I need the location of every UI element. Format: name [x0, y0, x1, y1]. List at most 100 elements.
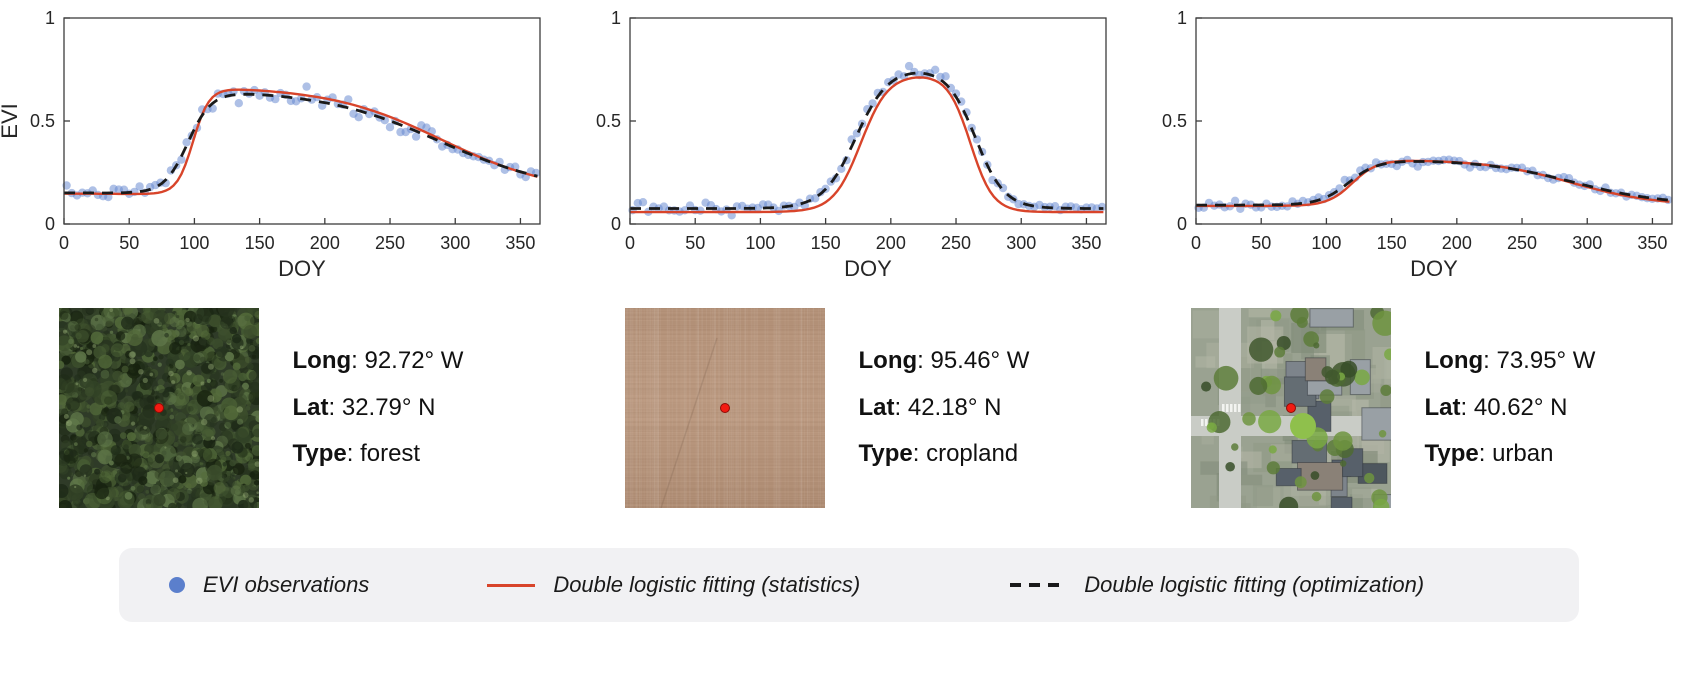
latitude-label: Lat	[858, 393, 895, 421]
svg-text:0: 0	[1177, 214, 1187, 234]
type-value: urban	[1492, 440, 1554, 468]
site-info-forest: Long: 92.72° W Lat: 32.79° N Type: fores…	[293, 338, 508, 478]
label-separator: :	[346, 440, 361, 468]
site-forest: Long: 92.72° W Lat: 32.79° N Type: fores…	[0, 308, 566, 508]
type-label: Type	[858, 440, 913, 468]
longitude-value: 95.46° W	[930, 346, 1030, 374]
site-urban: Long: 73.95° W Lat: 40.62° N Type: urban	[1132, 308, 1698, 508]
svg-text:250: 250	[375, 233, 405, 253]
fit-optimization-line	[64, 92, 538, 195]
latitude-value: 42.18° N	[907, 393, 1002, 421]
svg-text:0: 0	[611, 214, 621, 234]
latitude-label: Lat	[1424, 393, 1461, 421]
cropland-aerial-image	[624, 308, 825, 508]
svg-text:1: 1	[1177, 8, 1187, 28]
latitude-line: Lat: 40.62° N	[1425, 385, 1640, 432]
label-separator: :	[894, 393, 908, 421]
svg-text:100: 100	[1311, 233, 1341, 253]
fit-statistics-line	[63, 88, 538, 196]
fit-statistics-line	[630, 76, 1104, 214]
legend-label-optimization-fit: Double logistic fitting (optimization)	[1084, 572, 1425, 597]
type-label: Type	[1424, 440, 1479, 468]
label-separator: :	[1460, 393, 1474, 421]
svg-text:350: 350	[1071, 233, 1101, 253]
legend-item-statistics-fit: Double logistic fitting (statistics)	[487, 572, 860, 598]
x-axis-label: DOY	[1410, 256, 1458, 281]
svg-text:200: 200	[310, 233, 340, 253]
latitude-value: 40.62° N	[1473, 393, 1568, 421]
longitude-line: Long: 92.72° W	[293, 338, 508, 385]
sites-row: Long: 92.72° W Lat: 32.79° N Type: fores…	[0, 308, 1698, 508]
legend-item-observations: EVI observations	[169, 572, 369, 598]
legend-item-optimization-fit: Double logistic fitting (optimization)	[1010, 572, 1424, 598]
svg-text:300: 300	[1572, 233, 1602, 253]
evi-chart-svg: 0 50 100 150 200 250 300 350 0 0.5 1 DOY	[596, 8, 1107, 281]
svg-text:50: 50	[119, 233, 139, 253]
evi-chart-cropland: 0 50 100 150 200 250 300 350 0 0.5 1 DOY	[566, 6, 1132, 282]
evi-observations-points	[1194, 155, 1673, 213]
svg-text:150: 150	[245, 233, 275, 253]
evi-chart-svg: 0 50 100 150 200 250 300 350 0 0.5 1 DOY EVI	[0, 8, 541, 281]
label-separator: :	[328, 393, 342, 421]
type-line: Type: cropland	[859, 431, 1074, 478]
svg-text:250: 250	[941, 233, 971, 253]
site-info-cropland: Long: 95.46° W Lat: 42.18° N Type: cropl…	[859, 338, 1074, 478]
y-axis-label: EVI	[0, 103, 22, 138]
svg-text:100: 100	[179, 233, 209, 253]
svg-text:0: 0	[59, 233, 69, 253]
longitude-label: Long	[1424, 346, 1484, 374]
svg-text:200: 200	[1442, 233, 1472, 253]
svg-text:50: 50	[685, 233, 705, 253]
dashed-line-icon	[1010, 583, 1067, 587]
svg-text:350: 350	[1637, 233, 1667, 253]
label-separator: :	[917, 346, 931, 374]
x-axis-label: DOY	[278, 256, 326, 281]
forest-aerial-image	[58, 308, 259, 508]
svg-text:150: 150	[811, 233, 841, 253]
label-separator: :	[1478, 440, 1493, 468]
evi-chart-forest: 0 50 100 150 200 250 300 350 0 0.5 1 DOY EVI	[0, 6, 566, 282]
longitude-value: 92.72° W	[364, 346, 464, 374]
evi-observations-dot-icon	[169, 577, 185, 593]
svg-text:0: 0	[45, 214, 55, 234]
charts-row: 0 50 100 150 200 250 300 350 0 0.5 1 DOY EVI 0 50 100 1…	[0, 0, 1698, 282]
svg-text:150: 150	[1377, 233, 1407, 253]
type-value: cropland	[926, 440, 1019, 468]
figure-legend: EVI observations Double logistic fitting…	[119, 548, 1579, 622]
svg-text:200: 200	[876, 233, 906, 253]
svg-text:300: 300	[440, 233, 470, 253]
urban-aerial-image	[1190, 308, 1391, 508]
svg-text:1: 1	[45, 8, 55, 28]
site-info-urban: Long: 73.95° W Lat: 40.62° N Type: urban	[1425, 338, 1640, 478]
evi-chart-urban: 0 50 100 150 200 250 300 350 0 0.5 1 DOY	[1132, 6, 1698, 282]
x-axis-label: DOY	[844, 256, 892, 281]
svg-text:0.5: 0.5	[596, 111, 621, 131]
site-cropland: Long: 95.46° W Lat: 42.18° N Type: cropl…	[566, 308, 1132, 508]
latitude-line: Lat: 42.18° N	[859, 385, 1074, 432]
label-separator: :	[1483, 346, 1497, 374]
evi-chart-svg: 0 50 100 150 200 250 300 350 0 0.5 1 DOY	[1162, 8, 1673, 281]
svg-text:0: 0	[625, 233, 635, 253]
svg-text:0.5: 0.5	[30, 111, 55, 131]
legend-label-observations: EVI observations	[203, 572, 370, 597]
latitude-value: 32.79° N	[341, 393, 436, 421]
longitude-line: Long: 73.95° W	[1425, 338, 1640, 385]
label-separator: :	[912, 440, 927, 468]
type-label: Type	[292, 440, 347, 468]
longitude-line: Long: 95.46° W	[859, 338, 1074, 385]
latitude-line: Lat: 32.79° N	[293, 385, 508, 432]
legend-label-statistics-fit: Double logistic fitting (statistics)	[553, 572, 861, 597]
svg-text:350: 350	[505, 233, 535, 253]
axis-ticks: 0 50 100 150 200 250 300 350 0 0.5 1	[30, 8, 535, 253]
svg-text:250: 250	[1507, 233, 1537, 253]
longitude-label: Long	[292, 346, 352, 374]
evi-observations-points	[628, 61, 1107, 220]
svg-text:50: 50	[1251, 233, 1271, 253]
fit-optimization-line	[630, 71, 1104, 210]
axes-box	[629, 17, 1107, 225]
longitude-value: 73.95° W	[1496, 346, 1596, 374]
svg-text:300: 300	[1006, 233, 1036, 253]
type-line: Type: forest	[293, 431, 508, 478]
svg-text:0: 0	[1191, 233, 1201, 253]
